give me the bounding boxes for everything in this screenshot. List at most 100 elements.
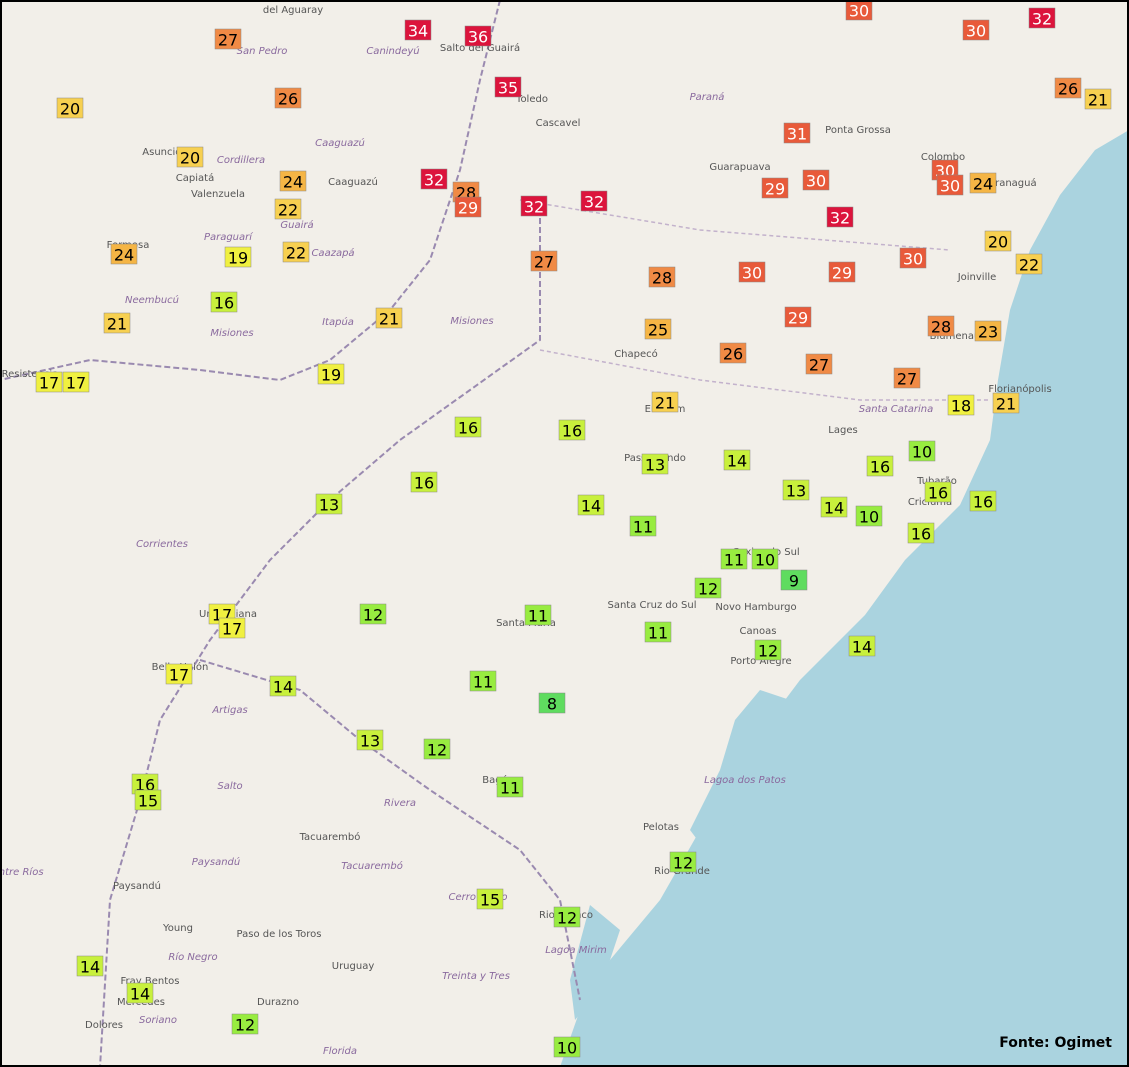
temperature: 16 bbox=[973, 493, 993, 512]
marker-box bbox=[524, 604, 552, 626]
temperature: 12 bbox=[698, 580, 718, 599]
temperature: 16 bbox=[214, 294, 234, 313]
temperature: 16 bbox=[928, 484, 948, 503]
temperature: 17 bbox=[39, 374, 59, 393]
temperature: 11 bbox=[500, 779, 520, 798]
temperature: 12 bbox=[758, 642, 778, 661]
marker-box bbox=[520, 195, 548, 217]
marker-box bbox=[269, 675, 297, 697]
temperature: 20 bbox=[988, 233, 1008, 252]
place-label: Paranaguá bbox=[983, 177, 1036, 189]
temperature: 16 bbox=[458, 419, 478, 438]
place-label: Canindeyú bbox=[366, 45, 419, 57]
marker-box bbox=[651, 391, 679, 413]
place-label: Tacuarembó bbox=[341, 860, 403, 872]
border bbox=[199, 659, 581, 1001]
temperature: 24 bbox=[973, 175, 993, 194]
place-label: Durazno bbox=[257, 997, 299, 1008]
temperature: 10 bbox=[557, 1039, 577, 1058]
temperature: 16 bbox=[870, 458, 890, 477]
temperature: 22 bbox=[286, 244, 306, 263]
marker-box bbox=[476, 888, 504, 910]
place-label: Soriano bbox=[139, 1015, 177, 1026]
marker-box bbox=[969, 172, 997, 194]
temperature: 30 bbox=[903, 250, 923, 269]
temperature: 29 bbox=[832, 264, 852, 283]
place-label: Rivera bbox=[384, 798, 416, 809]
marker-box bbox=[936, 174, 964, 196]
temperature: 12 bbox=[235, 1016, 255, 1035]
temperature: 13 bbox=[319, 496, 339, 515]
marker-box bbox=[644, 621, 672, 643]
place-label: Corrientes bbox=[136, 539, 188, 550]
lagoon bbox=[570, 905, 620, 1020]
temperature: 18 bbox=[951, 397, 971, 416]
temperature: 30 bbox=[849, 2, 869, 21]
marker-box bbox=[279, 170, 307, 192]
marker-box bbox=[1015, 253, 1043, 275]
temperature: 26 bbox=[278, 90, 298, 109]
temperature: 34 bbox=[408, 22, 428, 41]
place-label: Paraguarí bbox=[204, 231, 253, 243]
marker-box bbox=[35, 371, 63, 393]
place-label: Novo Hamburgo bbox=[715, 602, 796, 613]
place-label: Joinville bbox=[957, 272, 997, 283]
temperature: 11 bbox=[724, 551, 744, 570]
marker-box bbox=[780, 569, 808, 591]
temperature: 20 bbox=[180, 149, 200, 168]
place-label: Paraná bbox=[690, 91, 725, 103]
place-label: Santa Cruz do Sul bbox=[607, 600, 696, 611]
temperature: 30 bbox=[806, 172, 826, 191]
marker-box bbox=[644, 318, 672, 340]
place-label: Cascavel bbox=[536, 118, 581, 129]
temperature: 14 bbox=[852, 638, 872, 657]
temperature: 29 bbox=[458, 199, 478, 218]
temperature: 16 bbox=[911, 525, 931, 544]
marker-box bbox=[218, 617, 246, 639]
marker-box bbox=[866, 455, 894, 477]
place-label: Capiatá bbox=[176, 172, 214, 184]
place-label: Misiones bbox=[210, 328, 253, 339]
place-label: Asunción bbox=[142, 146, 187, 158]
temperature: 36 bbox=[468, 28, 488, 47]
place-label: Caazapá bbox=[311, 247, 354, 259]
temperature: 16 bbox=[562, 422, 582, 441]
temperature: 10 bbox=[912, 443, 932, 462]
temperature: 14 bbox=[80, 958, 100, 977]
marker-box bbox=[694, 577, 722, 599]
marker-box bbox=[784, 306, 812, 328]
place-label: Blumenau bbox=[930, 331, 981, 342]
temperature: 32 bbox=[424, 171, 444, 190]
place-label: del Aguaray bbox=[263, 5, 323, 16]
temperature: 16 bbox=[414, 474, 434, 493]
place-label: Lagoa dos Patos bbox=[704, 775, 786, 786]
marker-box bbox=[802, 169, 830, 191]
place-label: Valenzuela bbox=[191, 189, 245, 200]
place-label: Tacuarembó bbox=[299, 831, 361, 843]
temperature: 10 bbox=[859, 508, 879, 527]
temperature: 27 bbox=[809, 356, 829, 375]
place-label: Caaguazú bbox=[328, 176, 378, 188]
border bbox=[0, 0, 501, 382]
temperature: 31 bbox=[787, 125, 807, 144]
marker-box bbox=[907, 522, 935, 544]
marker-box bbox=[126, 982, 154, 1004]
marker-box bbox=[62, 371, 90, 393]
marker-box bbox=[783, 122, 811, 144]
marker-box bbox=[282, 241, 310, 263]
place-label: Salto bbox=[217, 781, 242, 792]
temperature: 22 bbox=[278, 201, 298, 220]
place-label: Lagoa Mirim bbox=[545, 945, 607, 956]
marker-box bbox=[356, 729, 384, 751]
marker-box bbox=[210, 291, 238, 313]
marker-box bbox=[761, 177, 789, 199]
marker-box bbox=[496, 776, 524, 798]
marker-box bbox=[855, 505, 883, 527]
marker-box bbox=[423, 738, 451, 760]
place-label: Santa Catarina bbox=[859, 404, 934, 415]
temperature: 13 bbox=[645, 456, 665, 475]
temperature: 21 bbox=[655, 394, 675, 413]
temperature: 14 bbox=[727, 452, 747, 471]
place-label: Lages bbox=[828, 425, 857, 436]
